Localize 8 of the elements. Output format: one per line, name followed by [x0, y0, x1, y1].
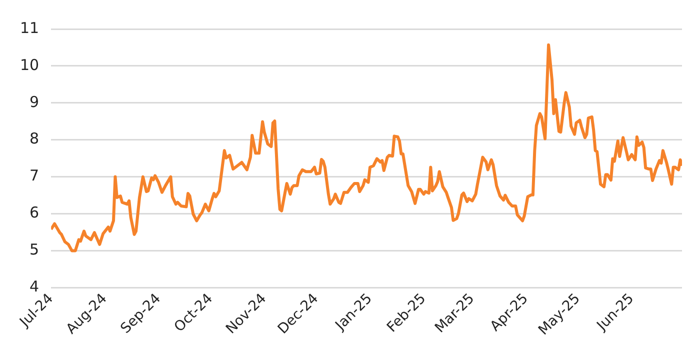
- y-tick-label: 7: [30, 166, 40, 185]
- y-tick-label: 11: [20, 18, 40, 37]
- y-tick-label: 9: [30, 92, 40, 111]
- y-tick-label: 10: [20, 56, 40, 74]
- y-tick-label: 5: [30, 240, 40, 259]
- y-tick-label: 6: [30, 204, 40, 222]
- y-tick-label: 8: [30, 130, 40, 148]
- y-tick-label: 4: [30, 278, 40, 296]
